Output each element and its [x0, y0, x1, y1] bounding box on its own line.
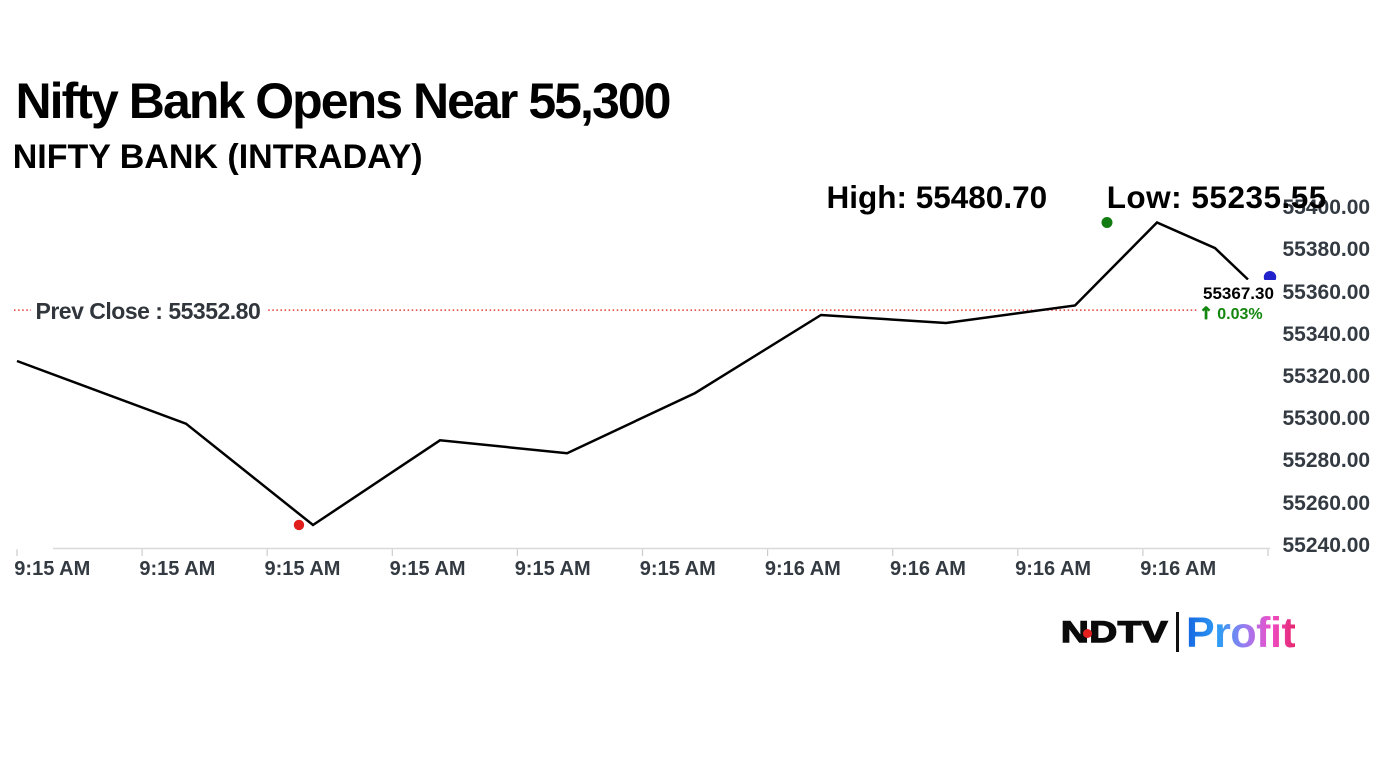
chart-subtitle: NIFTY BANK (INTRADAY) — [12, 137, 423, 176]
y-axis-tick-label: 55280.00 — [1282, 449, 1371, 473]
y-axis-tick-label: 55340.00 — [1282, 322, 1371, 346]
x-axis-tick-label: 9:15 AM — [264, 558, 341, 581]
y-axis-tick-label: 55380.00 — [1282, 238, 1371, 262]
low-value-label: Low: 55235.55 — [1106, 179, 1327, 216]
x-axis-tick-label: 9:15 AM — [139, 558, 216, 581]
high-point-marker — [1101, 217, 1113, 229]
up-arrow-icon: ↑ — [1199, 304, 1214, 324]
chart-title: Nifty Bank Opens Near 55,300 — [15, 73, 672, 129]
x-axis-tick-label: 9:15 AM — [14, 558, 91, 581]
x-axis-tick-label: 9:15 AM — [514, 558, 591, 581]
high-value-label: High: 55480.70 — [826, 179, 1048, 216]
change-percent-value: 0.03% — [1217, 306, 1263, 323]
y-axis-tick-label: 55360.00 — [1282, 280, 1371, 304]
prev-close-label: Prev Close : 55352.80 — [30, 296, 267, 326]
y-axis-tick-label: 55320.00 — [1282, 364, 1371, 388]
x-axis-tick-label: 9:16 AM — [1140, 558, 1217, 581]
y-axis-tick-label: 55260.00 — [1282, 491, 1371, 515]
x-axis-tick-label: 9:15 AM — [389, 558, 466, 581]
ndtv-logo-red-dot-icon — [1082, 629, 1092, 638]
logo-separator-bar — [1176, 612, 1179, 652]
change-percent-label: ↑ 0.03% — [1197, 302, 1277, 326]
last-price-label: 55367.30 — [1202, 280, 1277, 303]
x-axis-tick-label: 9:16 AM — [890, 558, 966, 581]
y-axis-tick-label: 55400.00 — [1282, 196, 1371, 220]
ndtv-logo-text: NDTV — [1060, 615, 1169, 649]
profit-logo-text: Profit — [1186, 609, 1296, 657]
x-axis-tick-label: 9:16 AM — [764, 558, 841, 581]
low-point-marker — [293, 519, 305, 531]
y-axis-tick-label: 55240.00 — [1282, 533, 1371, 557]
y-axis-tick-label: 55300.00 — [1282, 407, 1371, 431]
x-axis-tick-label: 9:15 AM — [639, 558, 716, 581]
ndtv-profit-logo: NDTV Profit — [1058, 608, 1308, 658]
price-line — [16, 221, 1249, 527]
x-axis-tick-label: 9:16 AM — [1015, 558, 1092, 581]
